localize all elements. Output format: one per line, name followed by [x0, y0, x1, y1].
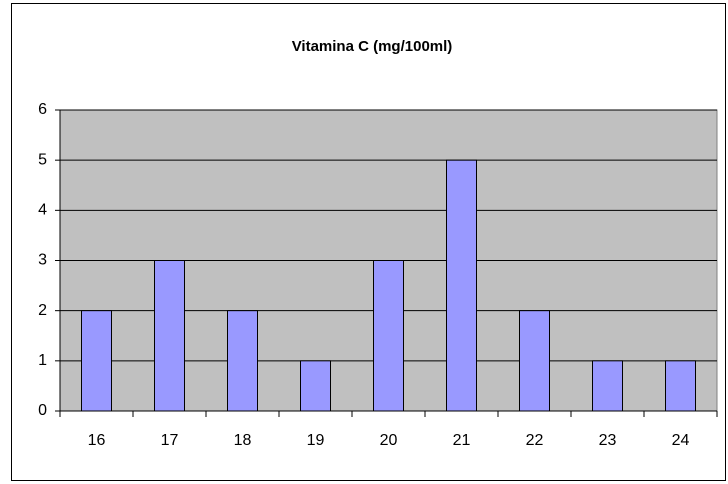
y-tick-label: 6	[38, 101, 47, 118]
x-tick-label: 16	[88, 432, 106, 449]
bar	[519, 310, 550, 412]
x-tick-label: 24	[672, 432, 690, 449]
bar	[373, 260, 404, 412]
bar	[446, 159, 477, 412]
bar	[154, 260, 185, 412]
x-tick-label: 18	[234, 432, 252, 449]
bar	[227, 310, 258, 412]
x-tick-label: 17	[161, 432, 179, 449]
y-tick-label: 4	[38, 202, 47, 219]
bar	[81, 310, 112, 412]
bar	[665, 360, 696, 412]
bar	[300, 360, 331, 412]
chart-title: Vitamina C (mg/100ml)	[292, 38, 453, 55]
x-tick-label: 21	[453, 432, 471, 449]
y-tick-label: 5	[38, 151, 47, 168]
x-tick-label: 23	[599, 432, 617, 449]
x-tick-label: 19	[307, 432, 325, 449]
y-tick-label: 3	[38, 252, 47, 269]
bar	[592, 360, 623, 412]
x-tick-label: 22	[526, 432, 544, 449]
y-tick-label: 0	[38, 402, 47, 419]
y-tick-label: 2	[38, 302, 47, 319]
y-tick-label: 1	[38, 352, 47, 369]
x-tick-label: 20	[380, 432, 398, 449]
